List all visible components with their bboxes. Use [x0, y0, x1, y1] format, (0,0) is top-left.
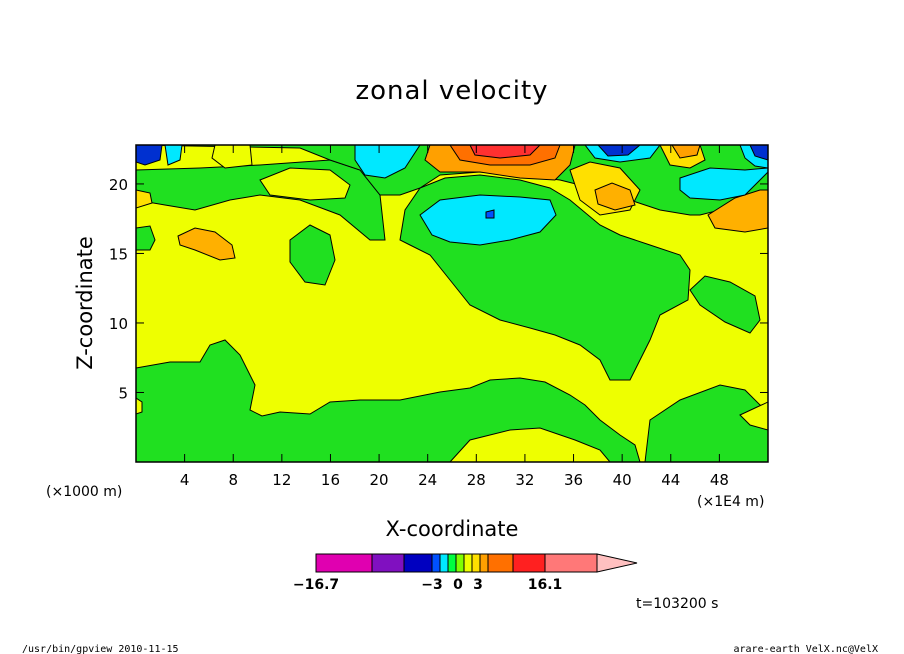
colorbar-swatch [315, 553, 373, 573]
colorbar-swatch [463, 553, 473, 573]
colorbar-swatch [403, 553, 433, 573]
x-tick-label: 28 [467, 471, 486, 489]
x-unit-left: (×1000 m) [46, 484, 122, 500]
colorbar-swatch [439, 553, 449, 573]
y-tick-label: 5 [118, 384, 128, 402]
colorbar-label: −3 [421, 577, 442, 593]
colorbar-label: 3 [473, 577, 483, 593]
colorbar-label: 0 [453, 577, 463, 593]
x-axis-ticks: 4 8 12 16 20 24 28 32 36 40 44 48 [180, 145, 729, 489]
x-tick-label: 32 [515, 471, 534, 489]
x-tick-label: 24 [418, 471, 437, 489]
contour-field [136, 145, 768, 462]
y-tick-label: 15 [109, 245, 128, 263]
x-tick-label: 36 [564, 471, 583, 489]
footer-right: arare-earth_VelX.nc@VelX [734, 644, 879, 654]
x-unit-right: (×1E4 m) [697, 494, 764, 510]
colorbar-swatch [471, 553, 481, 573]
colorbar [315, 553, 638, 573]
y-tick-label: 10 [109, 315, 128, 333]
colorbar-swatch [455, 553, 465, 573]
x-tick-label: 48 [710, 471, 729, 489]
x-tick-label: 20 [370, 471, 389, 489]
colorbar-swatch [512, 553, 546, 573]
y-axis-label: Z-coordinate [73, 236, 97, 370]
colorbar-swatch [487, 553, 514, 573]
colorbar-label: −16.7 [293, 577, 339, 593]
colorbar-arrow [596, 553, 638, 573]
colorbar-labels: −16.7 −3 0 3 16.1 [293, 577, 562, 593]
x-tick-label: 4 [180, 471, 190, 489]
time-label: t=103200 s [636, 596, 718, 612]
colorbar-label: 16.1 [528, 577, 563, 593]
y-axis-ticks: 5 10 15 20 [109, 176, 768, 402]
colorbar-swatch [479, 553, 489, 573]
x-tick-label: 8 [228, 471, 238, 489]
y-tick-label: 20 [109, 176, 128, 194]
x-tick-label: 12 [272, 471, 291, 489]
colorbar-swatch [544, 553, 598, 573]
colorbar-swatch [447, 553, 457, 573]
x-tick-label: 16 [321, 471, 340, 489]
x-axis-label: X-coordinate [386, 517, 519, 541]
x-tick-label: 40 [613, 471, 632, 489]
colorbar-swatch [371, 553, 405, 573]
x-tick-label: 44 [661, 471, 680, 489]
footer-left: /usr/bin/gpview 2010-11-15 [22, 644, 179, 654]
chart-title: zonal velocity [355, 76, 549, 106]
colorbar-swatch [431, 553, 441, 573]
plot-frame [135, 144, 769, 463]
